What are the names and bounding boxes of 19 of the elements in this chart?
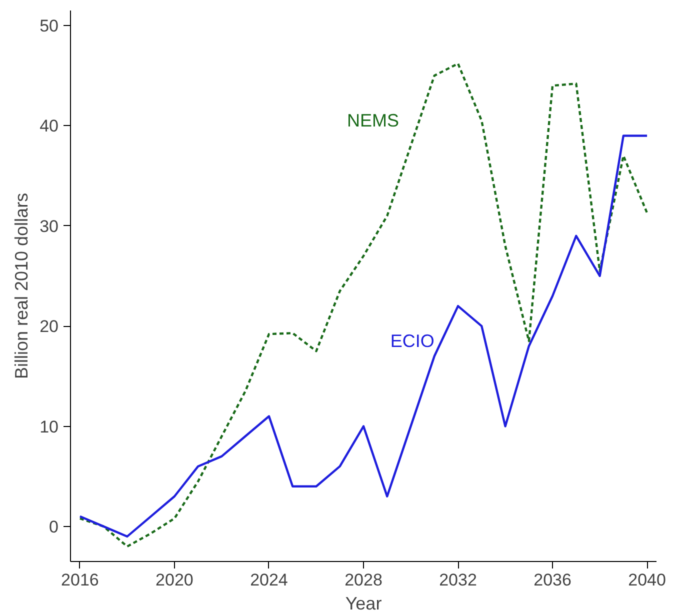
- y-tick-label: 10: [40, 417, 59, 436]
- x-tick-label: 2028: [344, 570, 382, 590]
- y-tick-label: 30: [40, 216, 59, 236]
- y-tick-label: 20: [40, 317, 59, 336]
- line-series: [78, 62, 648, 548]
- line-series: [78, 134, 648, 538]
- y-axis-title: Billion real 2010 dollars: [12, 192, 32, 380]
- series-label: ECIO: [390, 331, 434, 352]
- x-axis-title: Year: [345, 594, 382, 614]
- x-tick-label: 2016: [61, 570, 99, 590]
- y-tick-label: 0: [49, 517, 59, 536]
- series-label: NEMS: [346, 110, 399, 131]
- x-tick-label: 2032: [439, 570, 477, 590]
- x-tick-label: 2020: [156, 570, 194, 590]
- y-tick-label: 50: [40, 16, 59, 36]
- x-tick-label: 2024: [250, 570, 288, 590]
- x-tick-label: 2036: [534, 570, 572, 590]
- y-tick-label: 40: [40, 116, 59, 136]
- x-tick-label: 2040: [628, 570, 666, 590]
